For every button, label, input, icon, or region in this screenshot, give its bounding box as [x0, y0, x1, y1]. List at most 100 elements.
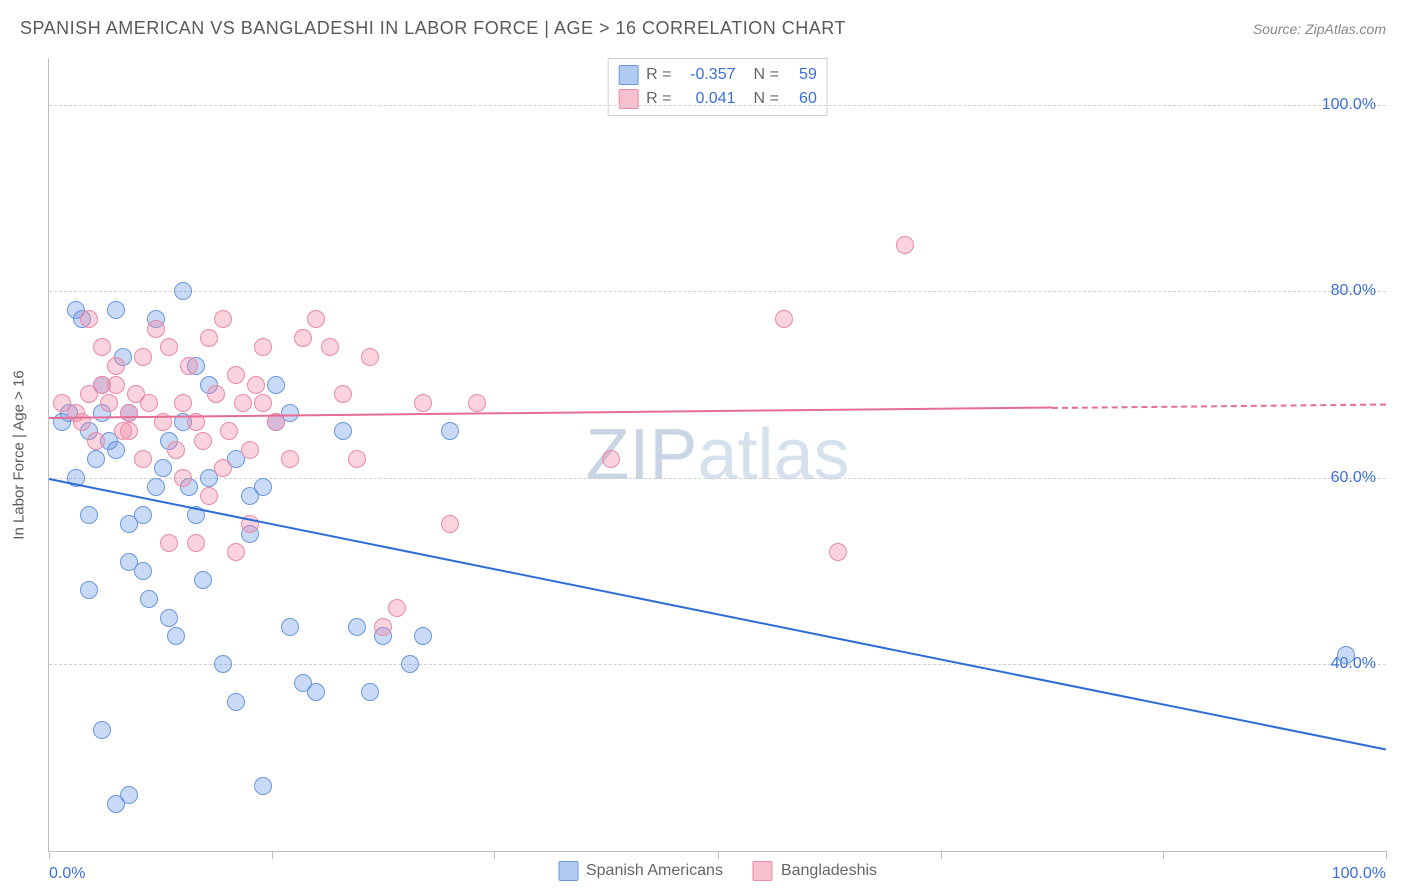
data-point	[167, 441, 185, 459]
data-point	[254, 394, 272, 412]
data-point	[80, 581, 98, 599]
data-point	[147, 478, 165, 496]
data-point	[361, 683, 379, 701]
data-point	[134, 450, 152, 468]
data-point	[194, 571, 212, 589]
y-tick-label: 100.0%	[1322, 96, 1376, 114]
data-point	[134, 562, 152, 580]
data-point	[1337, 646, 1355, 664]
data-point	[247, 376, 265, 394]
bottom-legend: Spanish Americans Bangladeshis	[558, 861, 877, 881]
data-point	[361, 348, 379, 366]
stats-row: R =-0.357N =59	[618, 63, 817, 87]
x-tick	[49, 851, 50, 859]
watermark: ZIPatlas	[585, 414, 849, 496]
data-point	[254, 777, 272, 795]
data-point	[160, 338, 178, 356]
data-point	[154, 459, 172, 477]
data-point	[214, 655, 232, 673]
data-point	[388, 599, 406, 617]
gridline	[49, 291, 1386, 292]
y-axis-label: In Labor Force | Age > 16	[11, 370, 28, 539]
data-point	[254, 338, 272, 356]
data-point	[120, 786, 138, 804]
data-point	[214, 310, 232, 328]
data-point	[896, 236, 914, 254]
chart-title: SPANISH AMERICAN VS BANGLADESHI IN LABOR…	[20, 18, 846, 39]
gridline	[49, 664, 1386, 665]
data-point	[281, 450, 299, 468]
data-point	[214, 459, 232, 477]
legend-item: Spanish Americans	[558, 861, 723, 881]
data-point	[93, 338, 111, 356]
x-tick-label: 0.0%	[49, 865, 85, 883]
legend-label: Bangladeshis	[781, 862, 877, 880]
x-tick	[941, 851, 942, 859]
x-tick	[1163, 851, 1164, 859]
trend-line	[49, 478, 1386, 751]
data-point	[134, 506, 152, 524]
data-point	[73, 413, 91, 431]
series-swatch	[618, 89, 638, 109]
data-point	[200, 329, 218, 347]
series-swatch	[753, 861, 773, 881]
stats-row: R =0.041N =60	[618, 87, 817, 111]
data-point	[174, 394, 192, 412]
data-point	[829, 543, 847, 561]
data-point	[80, 310, 98, 328]
r-value: -0.357	[680, 66, 736, 84]
data-point	[120, 404, 138, 422]
data-point	[167, 627, 185, 645]
x-tick	[494, 851, 495, 859]
n-value: 59	[787, 66, 817, 84]
gridline	[49, 105, 1386, 106]
data-point	[254, 478, 272, 496]
data-point	[87, 450, 105, 468]
data-point	[441, 422, 459, 440]
trend-line	[1052, 403, 1386, 408]
data-point	[220, 422, 238, 440]
data-point	[374, 618, 392, 636]
data-point	[468, 394, 486, 412]
legend-item: Bangladeshis	[753, 861, 877, 881]
data-point	[194, 432, 212, 450]
data-point	[348, 618, 366, 636]
data-point	[775, 310, 793, 328]
data-point	[334, 385, 352, 403]
data-point	[160, 534, 178, 552]
y-tick-label: 60.0%	[1331, 469, 1376, 487]
data-point	[321, 338, 339, 356]
gridline	[49, 478, 1386, 479]
data-point	[234, 394, 252, 412]
data-point	[281, 618, 299, 636]
data-point	[174, 282, 192, 300]
data-point	[227, 543, 245, 561]
scatter-chart: In Labor Force | Age > 16 ZIPatlas R =-0…	[48, 58, 1386, 852]
chart-header: SPANISH AMERICAN VS BANGLADESHI IN LABOR…	[0, 0, 1406, 49]
watermark-text-b: atlas	[697, 415, 849, 495]
data-point	[174, 469, 192, 487]
data-point	[401, 655, 419, 673]
data-point	[414, 394, 432, 412]
data-point	[107, 357, 125, 375]
data-point	[200, 487, 218, 505]
x-tick	[272, 851, 273, 859]
data-point	[334, 422, 352, 440]
data-point	[241, 441, 259, 459]
data-point	[107, 441, 125, 459]
data-point	[207, 385, 225, 403]
data-point	[294, 329, 312, 347]
data-point	[227, 366, 245, 384]
n-label: N =	[754, 66, 779, 84]
data-point	[267, 376, 285, 394]
chart-source: Source: ZipAtlas.com	[1253, 21, 1386, 37]
data-point	[160, 609, 178, 627]
x-tick	[718, 851, 719, 859]
y-tick-label: 80.0%	[1331, 282, 1376, 300]
series-swatch	[618, 65, 638, 85]
data-point	[441, 515, 459, 533]
legend-label: Spanish Americans	[586, 862, 723, 880]
data-point	[93, 721, 111, 739]
data-point	[602, 450, 620, 468]
data-point	[348, 450, 366, 468]
